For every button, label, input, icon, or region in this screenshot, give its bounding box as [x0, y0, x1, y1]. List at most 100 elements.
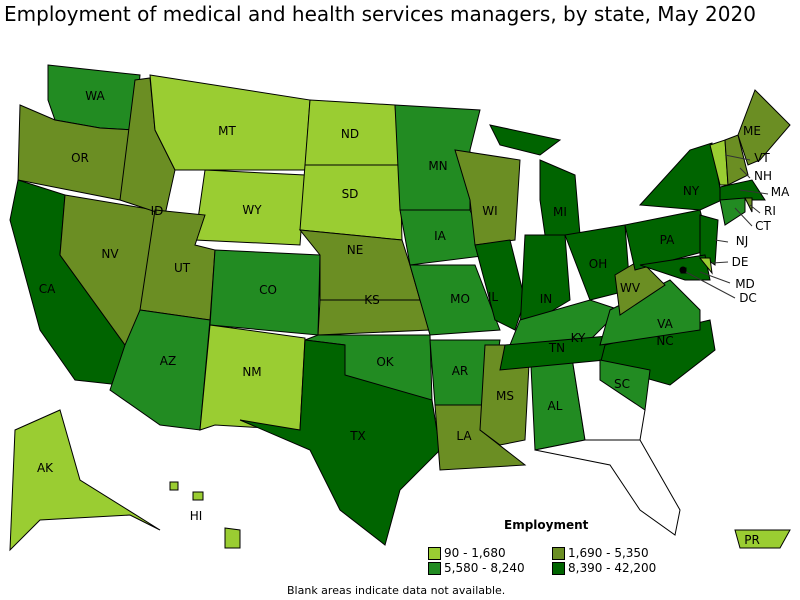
state-label-mn: MN: [428, 159, 447, 173]
state-label-me: ME: [743, 124, 761, 138]
legend-label: 5,580 - 8,240: [444, 561, 525, 575]
leader-line: [683, 270, 736, 299]
state-nh: [724, 134, 749, 186]
state-label-wy: WY: [242, 203, 262, 217]
state-ct: [719, 197, 746, 226]
state-label-wv: WV: [620, 281, 641, 295]
leader-line: [714, 239, 729, 243]
state-label-mi: MI: [553, 205, 567, 219]
state-nj: [699, 214, 719, 266]
state-label-or: OR: [71, 151, 89, 165]
state-ak: [9, 409, 161, 552]
leader-line: [724, 154, 751, 161]
state-label-hi: HI: [190, 509, 203, 523]
state-sc: [599, 359, 651, 411]
state-label-tn: TN: [548, 341, 565, 355]
state-label-nd: ND: [341, 127, 359, 141]
map-title: Employment of medical and health service…: [4, 2, 756, 26]
legend-title: Employment: [504, 518, 589, 532]
state-sd: [299, 164, 403, 241]
legend-label: 1,690 - 5,350: [568, 546, 649, 560]
state-label-ok: OK: [376, 355, 394, 369]
state-label-nm: NM: [242, 365, 261, 379]
state-pr: [734, 529, 791, 549]
state-mo: [409, 264, 501, 336]
state-label-ne: NE: [347, 243, 364, 257]
legend-swatch: [552, 561, 565, 575]
dc-marker: [679, 266, 687, 274]
state-hi: [192, 491, 204, 501]
legend-swatch: [552, 546, 565, 560]
state-label-wa: WA: [85, 89, 105, 103]
state-label-oh: OH: [589, 257, 607, 271]
state-de: [698, 257, 713, 275]
state-label-ms: MS: [496, 389, 514, 403]
leader-line: [699, 271, 731, 284]
leader-line: [749, 204, 761, 214]
state-label-va: VA: [657, 317, 673, 331]
state-md: [639, 254, 711, 281]
state-label-ri: RI: [764, 204, 776, 218]
state-label-il: IL: [488, 290, 499, 304]
state-label-ut: UT: [174, 261, 191, 275]
leader-line: [739, 167, 751, 179]
state-label-ct: CT: [755, 219, 771, 233]
leader-line: [734, 207, 753, 227]
state-label-md: MD: [735, 277, 755, 291]
footnote: Blank areas indicate data not available.: [287, 584, 506, 597]
state-label-mo: MO: [450, 292, 470, 306]
state-az: [109, 309, 211, 431]
state-label-vt: VT: [754, 151, 770, 165]
state-mt: [149, 74, 311, 171]
state-label-sc: SC: [614, 377, 630, 391]
state-label-nv: NV: [101, 247, 119, 261]
legend-item: 90 - 1,680: [428, 546, 506, 560]
state-label-id: ID: [151, 204, 164, 218]
state-ri: [744, 197, 753, 213]
legend-item: 5,580 - 8,240: [428, 561, 525, 575]
state-tx: [239, 339, 441, 546]
state-label-ar: AR: [452, 364, 469, 378]
legend-item: 8,390 - 42,200: [552, 561, 656, 575]
state-label-al: AL: [548, 399, 563, 413]
state-label-dc: DC: [739, 291, 757, 305]
state-hi: [224, 527, 241, 549]
state-hi: [169, 481, 179, 491]
legend-item: 1,690 - 5,350: [552, 546, 649, 560]
state-mi: [539, 159, 581, 236]
legend-label: 90 - 1,680: [444, 546, 506, 560]
leader-line: [711, 261, 729, 264]
state-label-la: LA: [456, 429, 472, 443]
state-label-ks: KS: [364, 293, 380, 307]
state-label-pa: PA: [660, 233, 675, 247]
state-wv: [614, 259, 666, 316]
legend-swatch: [428, 546, 441, 560]
leader-line: [739, 189, 769, 195]
state-label-tx: TX: [349, 429, 366, 443]
state-mi: [489, 124, 562, 156]
state-label-ky: KY: [571, 331, 586, 345]
state-label-pr: PR: [744, 533, 760, 547]
legend-label: 8,390 - 42,200: [568, 561, 657, 575]
state-label-ny: NY: [683, 184, 700, 198]
state-label-ca: CA: [39, 282, 56, 296]
state-label-nh: NH: [754, 169, 772, 183]
state-label-ia: IA: [434, 229, 447, 243]
state-il: [474, 239, 526, 331]
state-label-co: CO: [259, 283, 277, 297]
state-fl: [534, 439, 681, 536]
state-label-de: DE: [732, 255, 749, 269]
state-label-ma: MA: [771, 185, 790, 199]
state-me: [737, 89, 791, 166]
state-label-in: IN: [540, 292, 553, 306]
state-label-sd: SD: [342, 187, 359, 201]
state-ky: [509, 299, 621, 346]
state-la: [434, 404, 527, 471]
state-label-ak: AK: [37, 461, 54, 475]
state-label-nc: NC: [656, 334, 673, 348]
state-ny: [638, 142, 723, 211]
state-label-wi: WI: [482, 204, 497, 218]
legend-swatch: [428, 561, 441, 575]
state-label-mt: MT: [218, 124, 236, 138]
